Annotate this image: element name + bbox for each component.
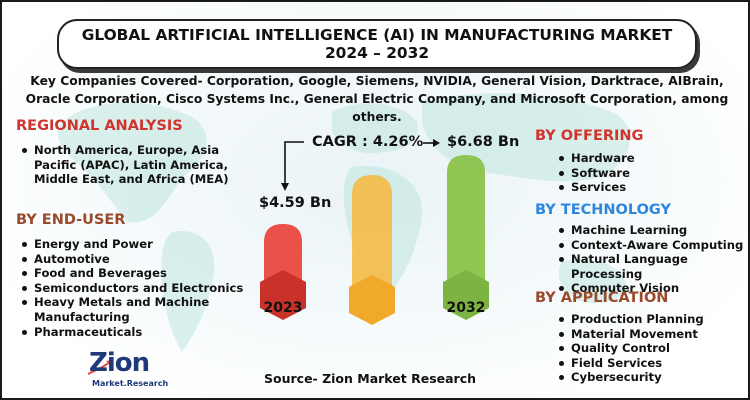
logo-word: Zion [89, 348, 150, 378]
list-item: Hardware [557, 151, 635, 166]
list-item: Software [557, 166, 635, 181]
list-item: Natural Language Processing [557, 252, 748, 281]
list-item: Cybersecurity [557, 370, 704, 385]
arrow-head-right [433, 139, 440, 147]
hexagon-middle [349, 275, 395, 325]
bar-2032 [443, 155, 489, 320]
list-item: Machine Learning [557, 223, 748, 238]
list-item: Quality Control [557, 341, 704, 356]
list-item: Services [557, 180, 635, 195]
end-user-heading: BY END-USER [16, 212, 126, 228]
list-item: Semiconductors and Electronics [20, 281, 252, 296]
hexagon-2032 [443, 270, 489, 320]
bar-2023 [260, 224, 306, 320]
arrow-head-down [281, 183, 289, 191]
offering-heading: BY OFFERING [535, 128, 644, 144]
list-item: Computer Vision [557, 281, 748, 296]
year-2023-label: 2023 [263, 300, 303, 316]
application-list: Production Planning Material Movement Qu… [557, 312, 704, 385]
regional-list: North America, Europe, Asia Pacific (APA… [20, 143, 245, 187]
technology-heading: BY TECHNOLOGY [535, 202, 671, 218]
technology-list: Machine Learning Context-Aware Computing… [557, 223, 748, 296]
list-item: Automotive [20, 252, 252, 267]
end-user-list: Energy and Power Automotive Food and Bev… [20, 237, 252, 339]
start-value-label: $4.59 Bn [259, 195, 332, 211]
cagr-label: CAGR : 4.26% [312, 134, 424, 150]
list-item: Context-Aware Computing [557, 238, 748, 253]
bar-middle [349, 175, 395, 325]
year-2032-label: 2032 [446, 300, 486, 316]
title-line-1: GLOBAL ARTIFICIAL INTELLIGENCE (AI) IN M… [81, 26, 673, 44]
list-item: Material Movement [557, 327, 704, 342]
offering-list: Hardware Software Services [557, 151, 635, 195]
end-value-label: $6.68 Bn [447, 134, 520, 150]
title-line-2: 2024 – 2032 [324, 44, 430, 62]
list-item: Heavy Metals and Machine Manufacturing [20, 295, 252, 324]
list-item: Pharmaceuticals [20, 325, 252, 340]
list-item: North America, Europe, Asia Pacific (APA… [20, 143, 245, 187]
cagr-arrow-down [284, 141, 304, 185]
application-heading: BY APPLICATION [535, 290, 669, 306]
key-companies-text: Key Companies Covered- Corporation, Goog… [25, 74, 729, 124]
list-item: Energy and Power [20, 237, 252, 252]
logo-subtext: Market.Research [92, 379, 169, 388]
source-text: Source- Zion Market Research [264, 371, 477, 386]
logo-graphic [87, 360, 112, 375]
list-item: Field Services [557, 356, 704, 371]
zion-logo: Zion Market.Research [86, 348, 168, 396]
hexagon-2023 [260, 270, 306, 320]
list-item: Food and Beverages [20, 266, 252, 281]
list-item: Production Planning [557, 312, 704, 327]
title-box: GLOBAL ARTIFICIAL INTELLIGENCE (AI) IN M… [57, 19, 697, 69]
regional-analysis-heading: REGIONAL ANALYSIS [16, 118, 183, 134]
